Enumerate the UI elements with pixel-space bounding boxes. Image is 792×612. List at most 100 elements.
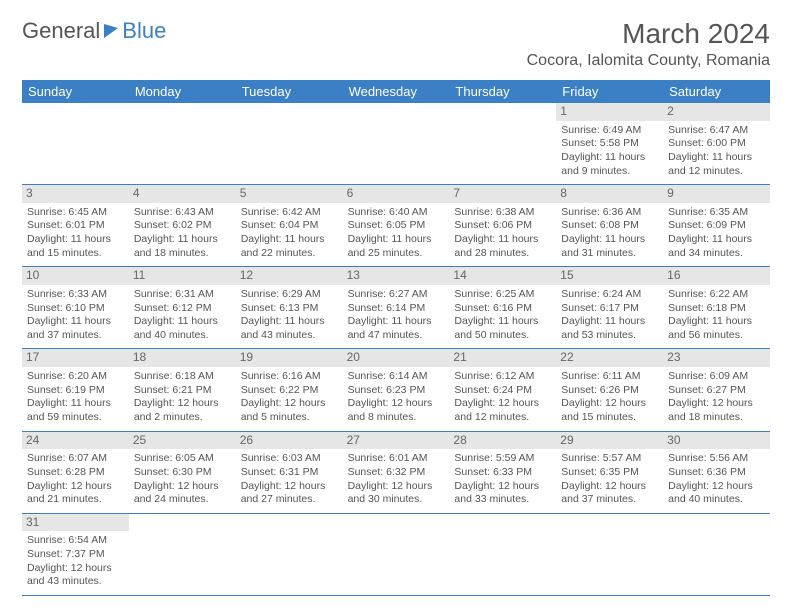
- daylight-text: Daylight: 11 hours: [27, 233, 124, 247]
- day-number: 14: [449, 267, 556, 285]
- day-cell: 31Sunrise: 6:54 AMSunset: 7:37 PMDayligh…: [22, 514, 129, 595]
- dayname: Wednesday: [343, 80, 450, 103]
- sunrise-text: Sunrise: 6:20 AM: [27, 370, 124, 384]
- week-row: 17Sunrise: 6:20 AMSunset: 6:19 PMDayligh…: [22, 349, 770, 431]
- sunset-text: Sunset: 6:12 PM: [134, 302, 231, 316]
- daylight-text: and 37 minutes.: [27, 329, 124, 343]
- day-cell: 24Sunrise: 6:07 AMSunset: 6:28 PMDayligh…: [22, 432, 129, 513]
- dayname: Monday: [129, 80, 236, 103]
- daylight-text: and 8 minutes.: [348, 411, 445, 425]
- day-number: 3: [22, 185, 129, 203]
- day-number: 8: [556, 185, 663, 203]
- daylight-text: and 43 minutes.: [27, 575, 124, 589]
- sunrise-text: Sunrise: 6:09 AM: [668, 370, 765, 384]
- day-number: 17: [22, 349, 129, 367]
- sunset-text: Sunset: 6:04 PM: [241, 219, 338, 233]
- day-number: 7: [449, 185, 556, 203]
- week-row: 1Sunrise: 6:49 AMSunset: 5:58 PMDaylight…: [22, 103, 770, 185]
- sunset-text: Sunset: 6:16 PM: [454, 302, 551, 316]
- daylight-text: Daylight: 12 hours: [134, 397, 231, 411]
- sunset-text: Sunset: 6:31 PM: [241, 466, 338, 480]
- calendar: Sunday Monday Tuesday Wednesday Thursday…: [22, 80, 770, 596]
- daylight-text: and 31 minutes.: [561, 247, 658, 261]
- month-title: March 2024: [527, 18, 770, 50]
- sunrise-text: Sunrise: 6:45 AM: [27, 206, 124, 220]
- day-number: 25: [129, 432, 236, 450]
- day-cell: 2Sunrise: 6:47 AMSunset: 6:00 PMDaylight…: [663, 103, 770, 184]
- day-number: 11: [129, 267, 236, 285]
- sunrise-text: Sunrise: 6:24 AM: [561, 288, 658, 302]
- day-cell: 30Sunrise: 5:56 AMSunset: 6:36 PMDayligh…: [663, 432, 770, 513]
- sunset-text: Sunset: 6:23 PM: [348, 384, 445, 398]
- day-number: 10: [22, 267, 129, 285]
- daylight-text: Daylight: 11 hours: [561, 151, 658, 165]
- sunset-text: Sunset: 6:17 PM: [561, 302, 658, 316]
- sunset-text: Sunset: 6:09 PM: [668, 219, 765, 233]
- day-number: 28: [449, 432, 556, 450]
- empty-cell: [129, 103, 236, 184]
- day-cell: 6Sunrise: 6:40 AMSunset: 6:05 PMDaylight…: [343, 185, 450, 266]
- dayname: Friday: [556, 80, 663, 103]
- day-number: 22: [556, 349, 663, 367]
- dayname: Saturday: [663, 80, 770, 103]
- sunrise-text: Sunrise: 6:38 AM: [454, 206, 551, 220]
- day-cell: 15Sunrise: 6:24 AMSunset: 6:17 PMDayligh…: [556, 267, 663, 348]
- daylight-text: and 50 minutes.: [454, 329, 551, 343]
- daylight-text: Daylight: 12 hours: [668, 397, 765, 411]
- daylight-text: and 43 minutes.: [241, 329, 338, 343]
- sunrise-text: Sunrise: 6:07 AM: [27, 452, 124, 466]
- day-cell: 27Sunrise: 6:01 AMSunset: 6:32 PMDayligh…: [343, 432, 450, 513]
- empty-cell: [236, 514, 343, 595]
- sunset-text: Sunset: 6:36 PM: [668, 466, 765, 480]
- day-cell: 17Sunrise: 6:20 AMSunset: 6:19 PMDayligh…: [22, 349, 129, 430]
- week-row: 31Sunrise: 6:54 AMSunset: 7:37 PMDayligh…: [22, 514, 770, 596]
- day-cell: 19Sunrise: 6:16 AMSunset: 6:22 PMDayligh…: [236, 349, 343, 430]
- sunrise-text: Sunrise: 6:05 AM: [134, 452, 231, 466]
- day-cell: 20Sunrise: 6:14 AMSunset: 6:23 PMDayligh…: [343, 349, 450, 430]
- weeks-container: 1Sunrise: 6:49 AMSunset: 5:58 PMDaylight…: [22, 103, 770, 596]
- day-number: 19: [236, 349, 343, 367]
- daylight-text: Daylight: 12 hours: [668, 480, 765, 494]
- daylight-text: Daylight: 11 hours: [27, 315, 124, 329]
- day-number: 13: [343, 267, 450, 285]
- day-cell: 21Sunrise: 6:12 AMSunset: 6:24 PMDayligh…: [449, 349, 556, 430]
- day-number: 26: [236, 432, 343, 450]
- sunset-text: Sunset: 6:26 PM: [561, 384, 658, 398]
- sunrise-text: Sunrise: 6:03 AM: [241, 452, 338, 466]
- daylight-text: Daylight: 11 hours: [241, 315, 338, 329]
- sunset-text: Sunset: 6:35 PM: [561, 466, 658, 480]
- daylight-text: and 25 minutes.: [348, 247, 445, 261]
- sunrise-text: Sunrise: 6:22 AM: [668, 288, 765, 302]
- sunrise-text: Sunrise: 6:35 AM: [668, 206, 765, 220]
- daylight-text: Daylight: 12 hours: [454, 480, 551, 494]
- sunrise-text: Sunrise: 6:31 AM: [134, 288, 231, 302]
- sunset-text: Sunset: 6:02 PM: [134, 219, 231, 233]
- location: Cocora, Ialomita County, Romania: [527, 52, 770, 70]
- sunrise-text: Sunrise: 6:27 AM: [348, 288, 445, 302]
- daylight-text: Daylight: 11 hours: [241, 233, 338, 247]
- sunset-text: Sunset: 6:05 PM: [348, 219, 445, 233]
- sunrise-text: Sunrise: 6:11 AM: [561, 370, 658, 384]
- sunset-text: Sunset: 6:06 PM: [454, 219, 551, 233]
- day-cell: 26Sunrise: 6:03 AMSunset: 6:31 PMDayligh…: [236, 432, 343, 513]
- empty-cell: [556, 514, 663, 595]
- daylight-text: Daylight: 12 hours: [27, 562, 124, 576]
- day-cell: 11Sunrise: 6:31 AMSunset: 6:12 PMDayligh…: [129, 267, 236, 348]
- sunrise-text: Sunrise: 5:59 AM: [454, 452, 551, 466]
- sunrise-text: Sunrise: 6:16 AM: [241, 370, 338, 384]
- week-row: 3Sunrise: 6:45 AMSunset: 6:01 PMDaylight…: [22, 185, 770, 267]
- daylight-text: and 37 minutes.: [561, 493, 658, 507]
- day-cell: 16Sunrise: 6:22 AMSunset: 6:18 PMDayligh…: [663, 267, 770, 348]
- sunrise-text: Sunrise: 6:12 AM: [454, 370, 551, 384]
- sunset-text: Sunset: 6:18 PM: [668, 302, 765, 316]
- daylight-text: Daylight: 11 hours: [454, 233, 551, 247]
- day-number: 16: [663, 267, 770, 285]
- daylight-text: and 21 minutes.: [27, 493, 124, 507]
- daylight-text: Daylight: 12 hours: [27, 480, 124, 494]
- sunrise-text: Sunrise: 6:42 AM: [241, 206, 338, 220]
- sunrise-text: Sunrise: 6:33 AM: [27, 288, 124, 302]
- day-number: 2: [663, 103, 770, 121]
- day-number: 18: [129, 349, 236, 367]
- day-cell: 29Sunrise: 5:57 AMSunset: 6:35 PMDayligh…: [556, 432, 663, 513]
- dayname: Tuesday: [236, 80, 343, 103]
